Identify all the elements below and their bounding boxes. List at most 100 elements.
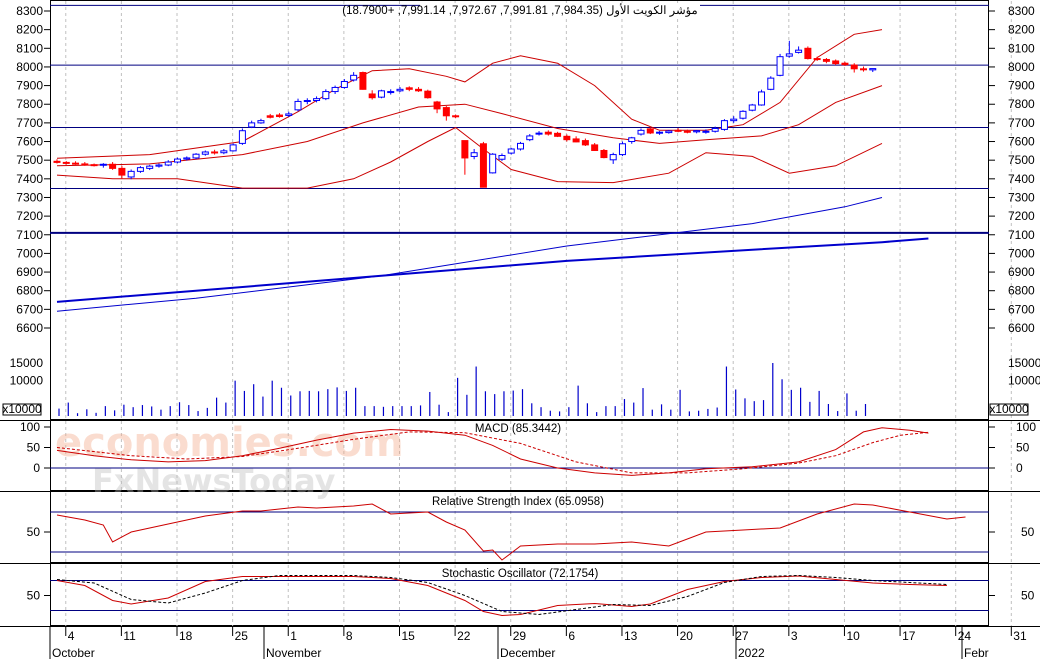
price-y-label-right: 7600 xyxy=(1008,135,1035,149)
candle-body xyxy=(822,58,830,62)
price-y-label-left: 6800 xyxy=(16,284,43,298)
price-y-label-left: 7100 xyxy=(16,228,43,242)
candle-body xyxy=(99,163,107,166)
candle-body xyxy=(331,86,339,93)
volume-y-label-right: 15000 xyxy=(1008,356,1040,370)
price-y-label-right: 7800 xyxy=(1008,97,1035,111)
candle-body xyxy=(368,93,376,99)
price-y-label-right: 7700 xyxy=(1008,116,1035,130)
x-tick-label: 1 xyxy=(290,629,297,643)
watermark-economies: economies.com xyxy=(55,420,404,466)
candle-body xyxy=(859,68,867,71)
candle-body xyxy=(424,90,432,99)
volume-unit-box-left xyxy=(2,403,42,416)
candle-body xyxy=(340,80,348,88)
moving-average-short-line xyxy=(56,197,883,312)
candle-body xyxy=(665,130,673,134)
candle-body xyxy=(544,131,552,135)
candle-body xyxy=(396,88,404,92)
x-tick-label: 3 xyxy=(791,629,798,643)
x-tick-label: 15 xyxy=(401,629,415,643)
candle-body xyxy=(136,167,144,172)
price-y-label-left: 7600 xyxy=(16,135,43,149)
candle-body xyxy=(711,127,719,132)
x-tick-label: 18 xyxy=(179,629,193,643)
macd-y-label-right: 0 xyxy=(1016,461,1023,475)
volume-unit-left: x10000 xyxy=(2,402,42,416)
candle-body xyxy=(554,132,562,137)
candle-body xyxy=(285,113,293,116)
candle-body xyxy=(646,128,654,134)
candle-body xyxy=(433,101,441,110)
candle-body xyxy=(303,100,311,103)
candle-body xyxy=(526,135,534,141)
candle-body xyxy=(377,90,385,98)
price-y-label-right: 8000 xyxy=(1008,60,1035,74)
candle-body xyxy=(683,130,691,133)
candle-body xyxy=(90,164,98,167)
candle-body xyxy=(53,160,61,163)
candle-body xyxy=(313,98,321,102)
candle-body xyxy=(637,129,645,135)
candle-body xyxy=(118,167,126,176)
x-tick-label: 24 xyxy=(958,629,972,643)
candle-body xyxy=(470,152,478,157)
price-y-label-right: 7000 xyxy=(1008,246,1035,260)
price-y-label-right: 6700 xyxy=(1008,302,1035,316)
candle-body xyxy=(294,100,302,111)
rsi-y-label-left: 50 xyxy=(27,525,41,539)
macd-y-label-left: 0 xyxy=(33,461,40,475)
macd-panel xyxy=(50,427,989,476)
candle-body xyxy=(461,140,469,159)
price-y-label-right: 6800 xyxy=(1008,284,1035,298)
candle-body xyxy=(109,163,117,169)
month-label: Febr xyxy=(964,646,989,659)
rsi-title: Relative Strength Index (65.0958) xyxy=(432,496,604,508)
candle-body xyxy=(248,122,256,128)
price-y-label-right: 7400 xyxy=(1008,172,1035,186)
candle-body xyxy=(192,153,200,159)
price-y-label-left: 8100 xyxy=(16,41,43,55)
candle-body xyxy=(535,132,543,135)
stochastic-y-label-left: 50 xyxy=(27,589,41,603)
x-tick-label: 20 xyxy=(680,629,694,643)
price-y-label-left: 7000 xyxy=(16,246,43,260)
rsi-line xyxy=(56,503,966,561)
candle-body xyxy=(442,107,450,117)
price-y-label-left: 7700 xyxy=(16,116,43,130)
macd-y-label-right: 50 xyxy=(1016,441,1030,455)
volume-panel xyxy=(58,363,867,416)
candle-body xyxy=(628,137,636,143)
candle-body xyxy=(201,151,209,155)
price-y-label-left: 7200 xyxy=(16,209,43,223)
candle-body xyxy=(266,115,274,118)
volume-y-label-left: 10000 xyxy=(10,374,44,388)
candle-body xyxy=(229,144,237,152)
candle-body xyxy=(350,74,358,81)
price-y-label-right: 8100 xyxy=(1008,41,1035,55)
price-y-label-left: 6900 xyxy=(16,265,43,279)
candle-body xyxy=(767,77,775,90)
price-panel-frame xyxy=(50,0,989,420)
candle-body xyxy=(804,47,812,60)
candle-body xyxy=(813,58,821,61)
candle-body xyxy=(581,140,589,146)
volume-unit-box-right xyxy=(989,403,1029,416)
candle-body xyxy=(183,157,191,160)
x-tick-label: 22 xyxy=(457,629,471,643)
x-tick-label: 10 xyxy=(846,629,860,643)
macd-y-label-right: 100 xyxy=(1016,420,1036,434)
candle-body xyxy=(72,162,80,165)
x-tick-label: 6 xyxy=(568,629,575,643)
candle-body xyxy=(618,143,626,156)
candle-body xyxy=(758,91,766,106)
candle-body xyxy=(841,62,849,66)
price-y-label-left: 8200 xyxy=(16,23,43,37)
candle-body xyxy=(174,158,182,163)
candle-body xyxy=(359,72,367,90)
price-y-label-left: 7500 xyxy=(16,153,43,167)
candle-body xyxy=(850,64,858,70)
price-chart-title: مؤشر الكويت الأول (7,984.35, 7,991.81, 7… xyxy=(342,2,697,17)
stochastic-k-line xyxy=(56,575,947,617)
